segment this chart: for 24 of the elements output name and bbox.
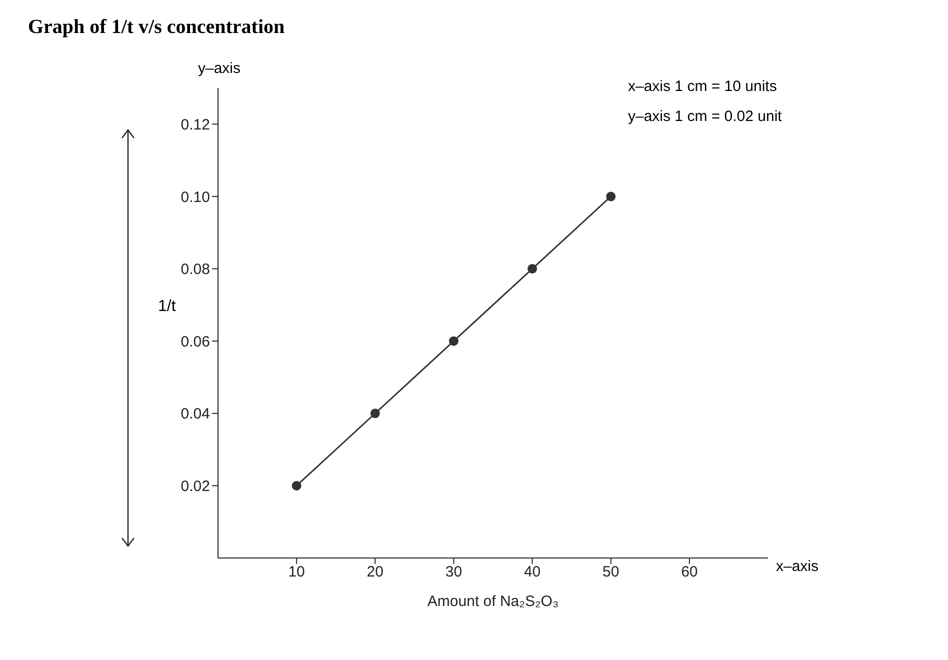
y-tick-label: 0.02 xyxy=(180,478,210,496)
point xyxy=(606,192,616,202)
y-axis-title: 1/t xyxy=(158,298,176,316)
point xyxy=(370,408,380,418)
x-tick-label: 30 xyxy=(445,564,462,581)
point xyxy=(528,264,538,274)
annotation: x–axis 1 cm = 10 units xyxy=(628,78,777,95)
x-tick-label: 10 xyxy=(288,564,305,581)
x-tick-label: 20 xyxy=(366,564,384,581)
point xyxy=(448,336,458,346)
x-tick-label: 40 xyxy=(524,564,541,581)
y-tick-label: 0.10 xyxy=(180,188,210,206)
x-tick-label: 50 xyxy=(602,564,620,581)
x-tick-label: 60 xyxy=(681,564,698,581)
text: x–axis xyxy=(776,558,819,575)
y-tick-label: 0.06 xyxy=(180,333,210,350)
chart-title: Graph of 1/t v/s concentration xyxy=(28,16,285,39)
x-axis-title: Amount of Na₂S₂O₃ xyxy=(427,593,559,610)
point xyxy=(292,480,302,490)
text: y–axis xyxy=(198,60,241,77)
y-tick-label: 0.04 xyxy=(180,406,210,423)
annotation: y–axis 1 cm = 0.02 unit xyxy=(628,108,782,125)
y-tick-label: 0.08 xyxy=(180,261,210,278)
y-tick-label: 0.12 xyxy=(180,116,210,134)
